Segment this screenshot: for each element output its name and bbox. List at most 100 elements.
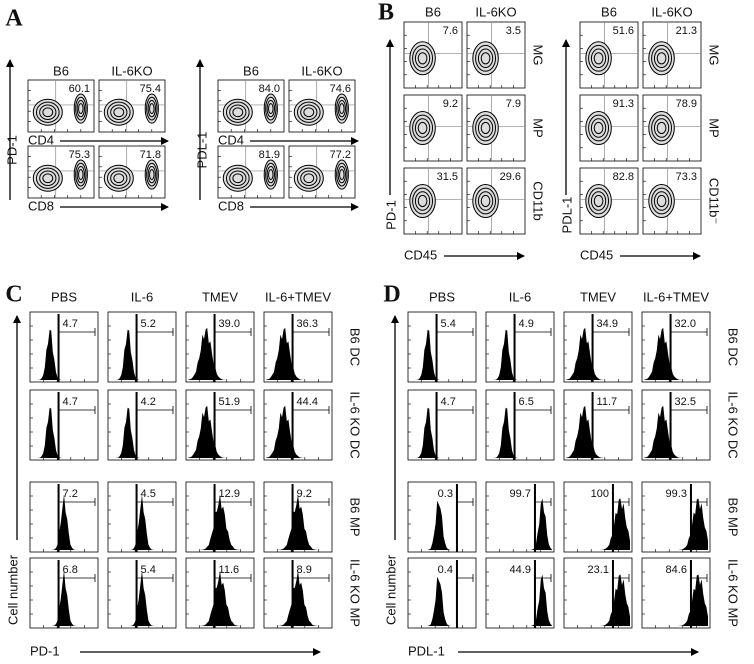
contour [146, 162, 158, 187]
contour [42, 173, 54, 184]
percent-value: 75.3 [69, 149, 90, 161]
percent-value: 4.9 [519, 318, 534, 330]
contour [35, 167, 60, 189]
histogram [644, 574, 708, 626]
y-axis-label: PDL-1 [194, 132, 209, 169]
contour [651, 187, 673, 215]
contour [300, 170, 318, 187]
contour [263, 93, 278, 124]
contour [590, 191, 607, 211]
histogram [110, 570, 174, 626]
contour [263, 159, 278, 190]
percent-value: 99.3 [666, 488, 687, 500]
histogram [410, 500, 474, 550]
percent-value: 4.7 [63, 396, 78, 408]
contour [113, 173, 125, 184]
contour [334, 93, 349, 124]
contour [75, 96, 87, 121]
contour [414, 118, 431, 138]
contour [146, 96, 158, 121]
row-label: IL-6 KO MP [726, 559, 741, 627]
contour [149, 169, 155, 181]
column-header: IL-6 [509, 289, 531, 304]
percent-value: 84.0 [259, 83, 280, 95]
histogram [110, 494, 174, 550]
contour [417, 52, 428, 65]
row-label: IL-6 KO DC [726, 391, 741, 458]
percent-value: 51.9 [219, 396, 240, 408]
panel-label: D [383, 282, 400, 308]
plot-frame [407, 311, 477, 383]
contour [590, 118, 607, 138]
contour [266, 99, 275, 118]
contour [32, 98, 63, 126]
column-header: PBS [51, 289, 77, 304]
contour [412, 114, 434, 142]
contour [266, 165, 275, 184]
contour [265, 96, 277, 121]
contour [35, 101, 60, 123]
contour [656, 121, 667, 135]
contour [656, 194, 667, 208]
y-axis-label: PDL-1 [559, 197, 574, 234]
contour [76, 165, 85, 184]
panel-label: A [5, 6, 23, 32]
plot-frame [107, 311, 177, 383]
percent-value: 44.9 [510, 564, 531, 576]
x-axis-label: PD-1 [30, 643, 60, 658]
plot-frame [407, 389, 477, 461]
contour [412, 187, 434, 215]
contour [409, 184, 436, 218]
column-header: IL-6 [131, 289, 153, 304]
percent-value: 75.4 [140, 83, 161, 95]
percent-value: 11.7 [597, 396, 618, 408]
histogram [566, 405, 630, 458]
percent-value: 4.7 [63, 318, 78, 330]
histogram [266, 327, 330, 380]
column-header: IL-6KO [111, 63, 152, 78]
column-header: TMEV [202, 289, 238, 304]
percent-value: 51.6 [613, 25, 634, 37]
row-label: B6 MP [726, 497, 741, 536]
contour [417, 194, 428, 208]
percent-value: 6.5 [519, 396, 534, 408]
histogram [566, 574, 630, 626]
percent-value: 31.5 [437, 171, 458, 183]
percent-value: 44.4 [297, 396, 318, 408]
contour [222, 98, 253, 126]
contour [229, 170, 247, 187]
column-header: IL-6KO [301, 63, 342, 78]
contour [268, 103, 274, 115]
histogram [188, 570, 252, 626]
histogram [410, 329, 474, 380]
contour [144, 159, 159, 190]
contour [475, 114, 497, 142]
percent-value: 0.3 [438, 488, 453, 500]
histogram [266, 405, 330, 458]
percent-value: 11.6 [219, 564, 240, 576]
row-label: B6 DC [726, 328, 741, 366]
contour [593, 194, 604, 208]
percent-value: 91.3 [613, 98, 634, 110]
contour [412, 44, 434, 72]
contour [268, 169, 274, 181]
contour [409, 41, 436, 76]
percent-value: 32.0 [675, 318, 696, 330]
plot-frame [29, 311, 99, 383]
contour [110, 170, 128, 187]
contour [588, 114, 610, 142]
percent-value: 5.2 [141, 318, 156, 330]
contour [475, 44, 497, 72]
contour [73, 93, 88, 124]
contour [472, 184, 499, 218]
histogram [488, 498, 552, 550]
contour [336, 162, 348, 187]
percent-value: 39.0 [219, 318, 240, 330]
percent-value: 60.1 [69, 83, 90, 95]
contour [480, 52, 491, 65]
contour [480, 194, 491, 208]
percent-value: 7.2 [63, 488, 78, 500]
contour [144, 93, 159, 124]
contour [648, 111, 675, 145]
